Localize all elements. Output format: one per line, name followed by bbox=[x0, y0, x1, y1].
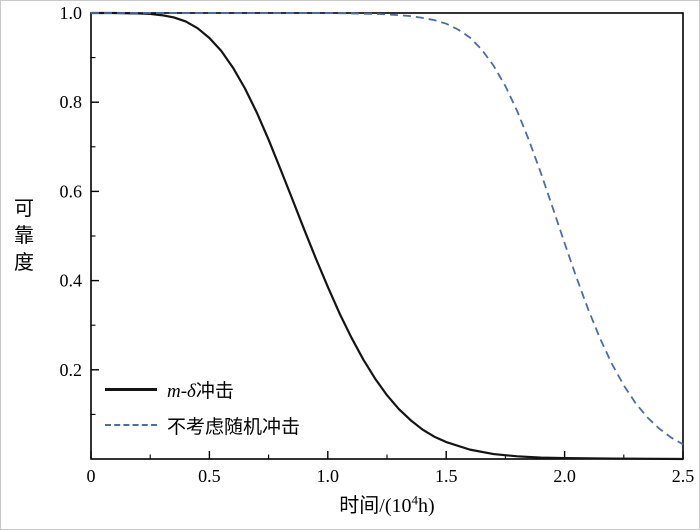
series-line-no-random-shock bbox=[91, 12, 684, 446]
y-axis-title-text: 可靠度 bbox=[14, 197, 34, 274]
legend-label-no-random-shock: 不考虑随机冲击 bbox=[167, 412, 300, 439]
legend-entry-m-delta-shock: m-δ冲击 bbox=[105, 376, 300, 403]
legend-solid-line-sample bbox=[105, 387, 157, 391]
legend-label-italic-part: m-δ bbox=[167, 380, 196, 402]
legend-label-regular-part: 不考虑随机冲击 bbox=[167, 416, 301, 438]
legend-label-m-delta-shock: m-δ冲击 bbox=[167, 376, 234, 403]
x-axis-title: 时间/(104h) bbox=[91, 489, 683, 518]
legend-dashed-line-sample bbox=[105, 424, 157, 426]
x-tick-label: 2.5 bbox=[672, 466, 695, 486]
y-tick-label: 0.2 bbox=[60, 360, 83, 380]
y-tick-label: 0.4 bbox=[60, 271, 83, 291]
legend-label-regular-part: 冲击 bbox=[195, 380, 234, 402]
x-tick-label: 0.5 bbox=[198, 466, 221, 486]
x-axis-title-superscript: 4 bbox=[411, 492, 419, 508]
x-tick-label: 1.5 bbox=[435, 466, 458, 486]
y-tick-label: 0.8 bbox=[60, 92, 83, 112]
x-axis-title-suffix: h) bbox=[418, 495, 435, 517]
legend-entry-no-random-shock: 不考虑随机冲击 bbox=[105, 412, 300, 439]
x-tick-label: 2.0 bbox=[553, 466, 576, 486]
x-tick-label: 1.0 bbox=[317, 466, 340, 486]
series-line-m-delta-shock bbox=[91, 11, 684, 461]
x-axis-title-prefix: 时间/(10 bbox=[339, 495, 412, 517]
y-tick-label: 1.0 bbox=[60, 3, 83, 23]
legend: m-δ冲击 不考虑随机冲击 bbox=[105, 376, 300, 439]
y-tick-label: 0.6 bbox=[60, 181, 83, 201]
x-tick-label: 0 bbox=[87, 466, 96, 486]
y-axis-title: 可靠度 bbox=[13, 13, 35, 459]
